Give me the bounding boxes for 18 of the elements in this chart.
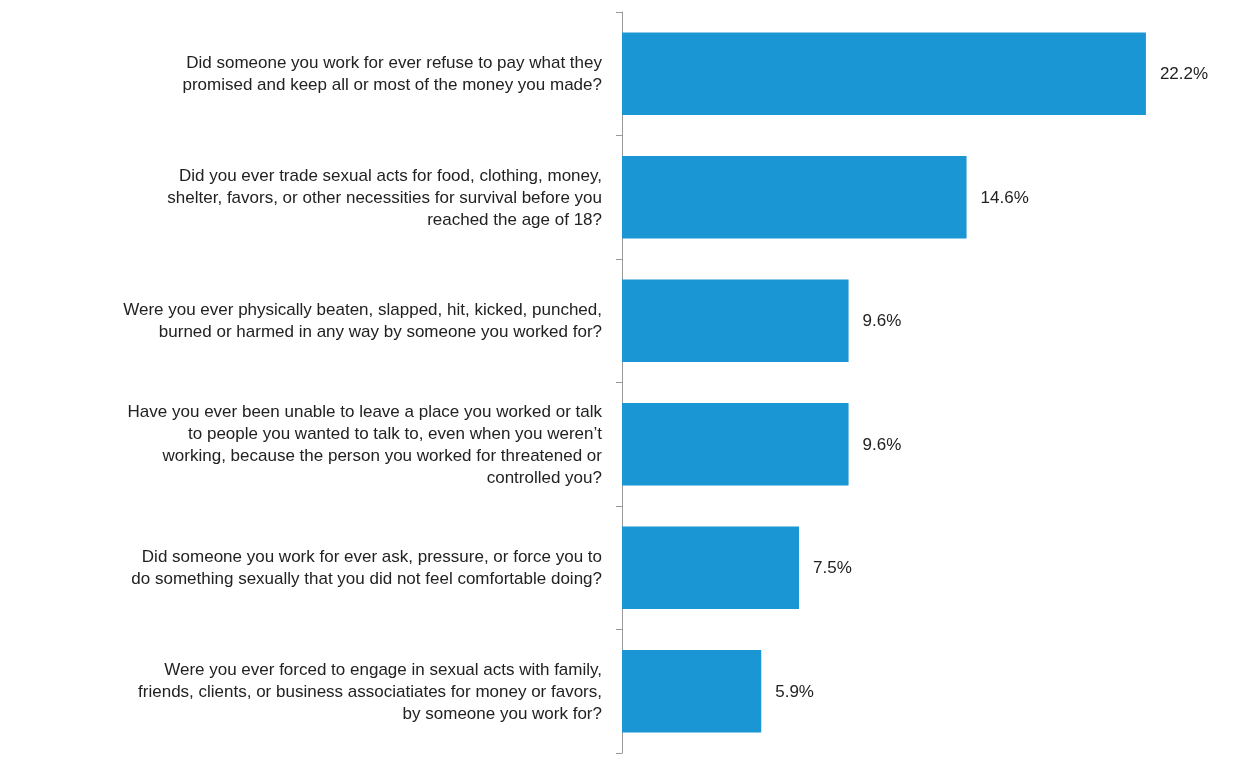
- y-tick-label: Were you ever forced to engage in sexual acts with family, friends, clients, or business associatiates for money or favors, by someone you work for?: [138, 659, 602, 723]
- y-tick-label: Were you ever physically beaten, slapped, hit, kicked, punched, burned or harmed in any way by someone you worked for?: [123, 300, 602, 342]
- bar: [622, 279, 849, 363]
- data-label: 14.6%: [980, 187, 1029, 207]
- data-label: 22.2%: [1159, 64, 1209, 84]
- y-tick-label: Did you ever trade sexual acts for food, clothing, money, shelter, favors, or other necessities for survival before you reached the age of 18?: [167, 165, 602, 229]
- bar: [622, 32, 1146, 116]
- data-label: 5.9%: [775, 681, 814, 701]
- y-tick-label: Did someone you work for ever ask, pressure, or force you to do something sexually that you did not feel comfortable doing?: [131, 547, 602, 589]
- bar: [622, 155, 967, 239]
- bar: [622, 526, 799, 610]
- data-label: 9.6%: [862, 434, 902, 454]
- y-tick-label: Did someone you work for ever refuse to pay what they promised and keep all or most of the money you made?: [182, 53, 603, 95]
- data-label: 9.6%: [862, 311, 902, 331]
- bar: [622, 649, 762, 733]
- y-tick-label: Have you ever been unable to leave a place you worked or talk to people you wanted to talk to, even when you weren’t working, because the person you worked for threatened or controlled you?: [127, 401, 603, 487]
- bar: [622, 402, 849, 486]
- data-label: 7.5%: [813, 558, 852, 578]
